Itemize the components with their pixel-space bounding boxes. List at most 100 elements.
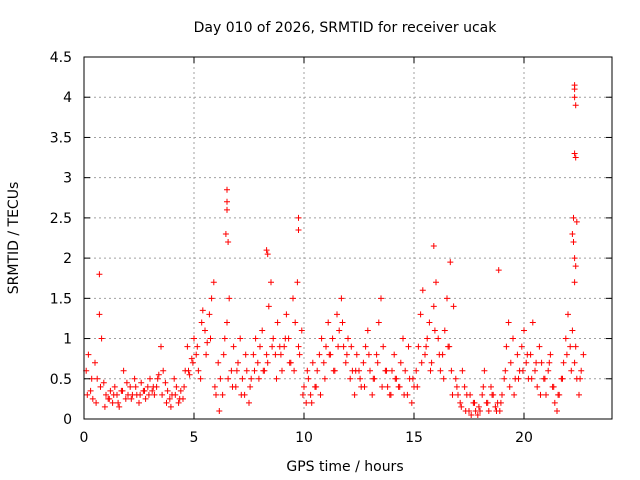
data-point [335,343,342,350]
data-point [447,259,454,266]
data-point [419,287,426,294]
data-point [260,367,267,374]
data-point [572,154,579,161]
y-tick-label: 2 [63,251,72,267]
data-point [98,335,105,342]
data-point [384,383,391,390]
data-point [383,367,390,374]
data-point [521,327,527,334]
data-point [374,359,381,366]
data-point [370,375,377,382]
data-point [172,391,179,398]
data-point [347,375,354,382]
data-point [569,230,576,237]
data-point [462,407,469,414]
data-point [357,375,364,382]
data-point [481,367,488,374]
data-point [518,343,525,350]
data-point [84,391,91,398]
data-point [348,343,355,350]
data-point [166,395,173,402]
data-point [533,359,540,366]
data-point [177,387,184,394]
data-point [150,383,157,390]
data-point [401,391,408,398]
data-point [559,375,566,382]
data-point [103,391,109,398]
data-point [243,367,250,374]
data-point [538,359,545,366]
data-point [497,399,504,406]
data-point [468,411,475,418]
data-point [206,311,213,318]
data-point [572,102,579,109]
data-point [430,303,437,310]
data-point [479,391,486,398]
data-point [414,383,421,390]
grid-lines [84,57,612,419]
data-point [298,327,305,334]
data-point [273,375,280,382]
data-point [430,243,437,250]
data-point [292,319,299,326]
data-point [519,367,526,374]
data-point [502,367,509,374]
data-point [440,375,447,382]
data-point [215,359,222,366]
data-point [492,403,499,410]
data-point [137,391,144,398]
data-point [158,343,164,350]
data-point [532,367,538,374]
data-point [435,335,442,342]
data-point [351,391,358,398]
data-point [433,279,439,286]
data-point [325,319,332,326]
data-point [197,375,204,382]
y-tick-label: 1 [63,332,72,348]
y-tick-label: 0 [63,412,72,428]
data-point [219,391,226,398]
data-point [571,359,578,366]
data-point [296,351,303,358]
y-tick-label: 3.5 [50,130,72,146]
data-point [225,375,232,382]
data-point [264,251,271,258]
data-point [295,214,302,221]
data-point [380,343,387,350]
data-point [471,399,478,406]
data-point [546,359,553,366]
data-point [163,399,170,406]
data-point [511,391,518,398]
x-tick-label: 5 [190,430,199,446]
data-point [452,375,459,382]
data-point [264,359,271,366]
data-point [97,383,104,390]
data-point [428,359,435,366]
data-point [379,383,386,390]
data-point [94,375,101,382]
data-point [364,327,371,334]
data-point [239,375,246,382]
data-point [107,387,114,394]
x-tick-label: 10 [295,430,313,446]
data-point [334,311,340,318]
data-point [202,327,208,334]
data-point [220,351,227,358]
data-point [361,383,368,390]
data-point [237,335,244,342]
data-point [210,279,217,286]
data-point [444,295,450,302]
data-point [510,335,516,342]
plot-frame [83,56,613,420]
data-point [119,387,126,394]
data-point [389,367,395,374]
data-point [514,351,521,358]
y-tick-label: 4 [63,90,72,106]
data-point [263,247,270,254]
data-point [495,267,502,274]
data-point [571,94,578,101]
y-tick-label: 4.5 [50,50,72,66]
x-axis-tick-labels: 0 5 10 15 20 [80,430,533,446]
data-point [294,279,301,286]
data-point [353,351,360,358]
